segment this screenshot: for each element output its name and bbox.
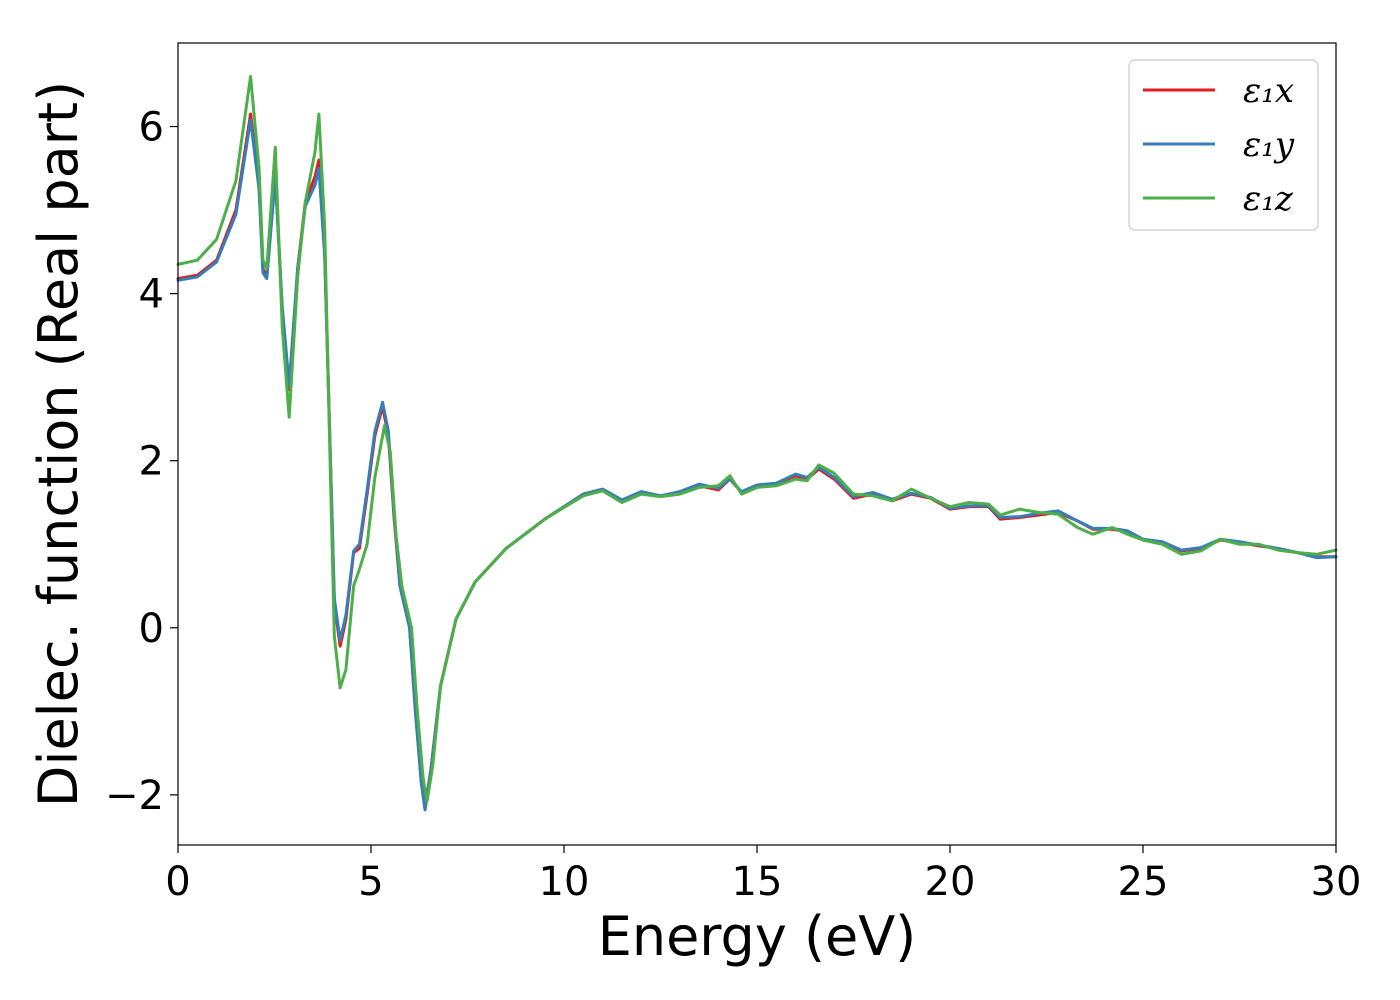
y-tick-label: 0: [139, 606, 164, 652]
x-tick-label: 0: [165, 859, 190, 905]
legend-label-1: ε₁x: [1243, 71, 1294, 111]
series-line-3: [176, 74, 1338, 804]
x-axis-ticks: 0 5 10 15 20 25 30: [165, 845, 1361, 905]
x-tick-label: 5: [358, 859, 383, 905]
y-tick-label: 4: [139, 272, 164, 318]
legend-label-3: ε₁z: [1243, 179, 1294, 219]
legend: ε₁x ε₁y ε₁z: [1128, 59, 1319, 231]
x-tick-label: 15: [732, 859, 783, 905]
y-tick-label: 6: [139, 105, 164, 151]
x-axis-label: Energy (eV): [598, 905, 917, 968]
y-axis-ticks: −2 0 2 4 6: [105, 105, 178, 819]
y-tick-label: −2: [105, 773, 164, 819]
x-tick-label: 25: [1118, 859, 1169, 905]
legend-frame: [1128, 59, 1319, 231]
y-tick-label: 2: [139, 439, 164, 485]
x-tick-label: 20: [925, 859, 976, 905]
x-tick-label: 30: [1311, 859, 1362, 905]
x-tick-label: 10: [539, 859, 590, 905]
series-line-2: [176, 118, 1338, 812]
series-layer: [176, 74, 1338, 812]
y-axis-label: Dielec. function (Real part): [27, 81, 90, 807]
legend-label-2: ε₁y: [1243, 125, 1295, 165]
